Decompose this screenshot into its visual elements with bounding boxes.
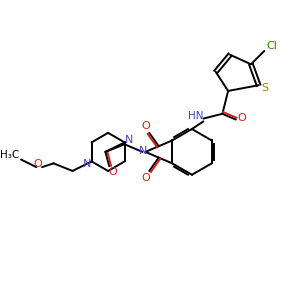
Text: N: N <box>138 146 147 156</box>
Text: S: S <box>262 83 269 93</box>
Text: O: O <box>237 112 246 123</box>
Text: HN: HN <box>188 111 203 121</box>
Text: N: N <box>82 159 91 169</box>
Text: H₃C: H₃C <box>0 150 19 160</box>
Text: Cl: Cl <box>266 41 278 51</box>
Text: O: O <box>141 172 150 183</box>
Text: O: O <box>141 121 150 131</box>
Text: O: O <box>33 159 42 169</box>
Text: O: O <box>109 167 117 177</box>
Text: N: N <box>125 134 134 145</box>
